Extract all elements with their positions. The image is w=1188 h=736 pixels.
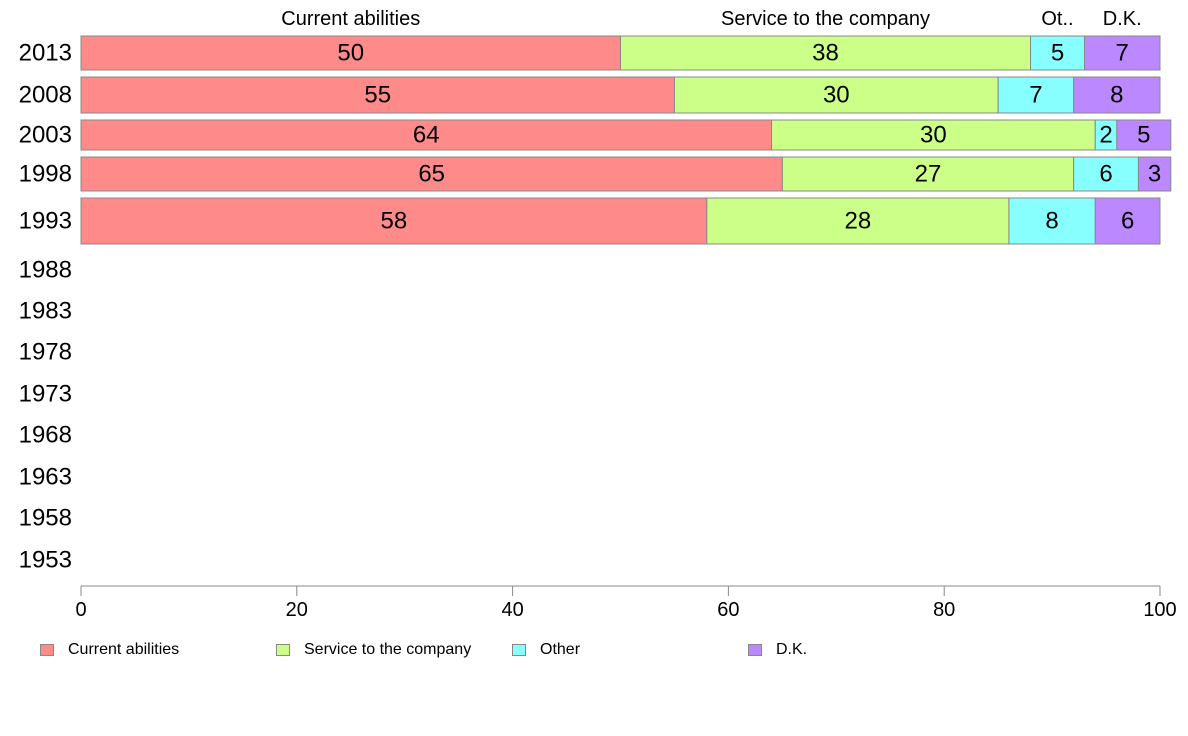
bar-value-label: 2 [1099, 122, 1112, 149]
bar-value-label: 8 [1045, 208, 1058, 235]
bar-segment [1137, 156, 1172, 192]
y-tick-label: 1998 [19, 161, 72, 188]
bar-segment [673, 76, 999, 114]
y-tick-label: 1968 [19, 422, 72, 449]
bar-value-label: 30 [823, 82, 850, 109]
stacked-bar-chart: 2013200820031998199319881983197819731968… [19, 8, 1177, 621]
bar-segment [781, 156, 1075, 192]
bar-value-label: 30 [920, 122, 947, 149]
bar-value-label: 3 [1148, 161, 1161, 188]
bar-segment [1073, 76, 1161, 114]
bar-value-label: 28 [845, 208, 872, 235]
bar-value-label: 64 [413, 122, 440, 149]
bar-segment [80, 76, 675, 114]
x-tick-label: 60 [717, 599, 739, 621]
y-tick-label: 1993 [19, 208, 72, 235]
bar-segment [80, 156, 783, 192]
legend-item-other: Other [512, 640, 580, 660]
bar-segment [80, 35, 621, 71]
y-tick-label: 2003 [19, 122, 72, 149]
series-header: Ot.. [1041, 8, 1073, 30]
bar-value-label: 7 [1116, 40, 1129, 67]
legend-label: Service to the company [304, 641, 472, 658]
bar-segment [706, 197, 1010, 245]
bar-value-label: 38 [812, 40, 839, 67]
y-tick-label: 1988 [19, 257, 72, 284]
x-tick-label: 40 [501, 599, 523, 621]
bar-value-label: 65 [418, 161, 445, 188]
legend-item-dk: D.K. [748, 640, 807, 660]
legend: Current abilities Service to the company… [0, 640, 1188, 664]
series-header: Current abilities [281, 8, 420, 30]
bar-value-label: 6 [1121, 208, 1134, 235]
x-tick-label: 20 [286, 599, 308, 621]
series-header: D.K. [1103, 8, 1142, 30]
legend-item-service-to-the-company: Service to the company [276, 640, 471, 660]
y-tick-label: 1958 [19, 505, 72, 532]
y-tick-label: 2013 [19, 40, 72, 67]
x-tick-label: 80 [933, 599, 955, 621]
bar-value-label: 6 [1099, 161, 1112, 188]
bar-segment [80, 197, 708, 245]
y-tick-label: 1973 [19, 381, 72, 408]
bar-value-label: 50 [337, 40, 364, 67]
legend-swatch-dk [748, 644, 762, 656]
y-tick-label: 1963 [19, 464, 72, 491]
bar-value-label: 27 [915, 161, 942, 188]
bar-segment [1083, 35, 1161, 71]
bar-value-label: 7 [1029, 82, 1042, 109]
bar-value-label: 5 [1137, 122, 1150, 149]
legend-label: Current abilities [68, 641, 180, 658]
bar-segment [620, 35, 1032, 71]
legend-swatch-current-abilities [40, 644, 54, 656]
bar-value-label: 8 [1110, 82, 1123, 109]
legend-item-current-abilities: Current abilities [40, 640, 179, 660]
y-tick-label: 1978 [19, 339, 72, 366]
legend-label: D.K. [776, 641, 808, 658]
legend-label: Other [540, 641, 581, 658]
x-tick-label: 0 [75, 599, 86, 621]
bar-value-label: 55 [364, 82, 391, 109]
bar-segment [1030, 35, 1085, 71]
y-tick-label: 2008 [19, 82, 72, 109]
x-tick-label: 100 [1143, 599, 1176, 621]
bar-segment [1094, 197, 1161, 245]
bar-value-label: 58 [381, 208, 408, 235]
legend-swatch-service-to-the-company [276, 644, 290, 656]
legend-swatch-other [512, 644, 526, 656]
bar-segment [1008, 197, 1096, 245]
bar-segment [1073, 156, 1139, 192]
y-tick-label: 1983 [19, 298, 72, 325]
series-header: Service to the company [721, 8, 930, 30]
bar-segment [997, 76, 1075, 114]
y-tick-label: 1953 [19, 547, 72, 574]
bar-segment [80, 119, 773, 151]
bar-segment [1116, 119, 1172, 151]
bar-segment [771, 119, 1096, 151]
bar-value-label: 5 [1051, 40, 1064, 67]
